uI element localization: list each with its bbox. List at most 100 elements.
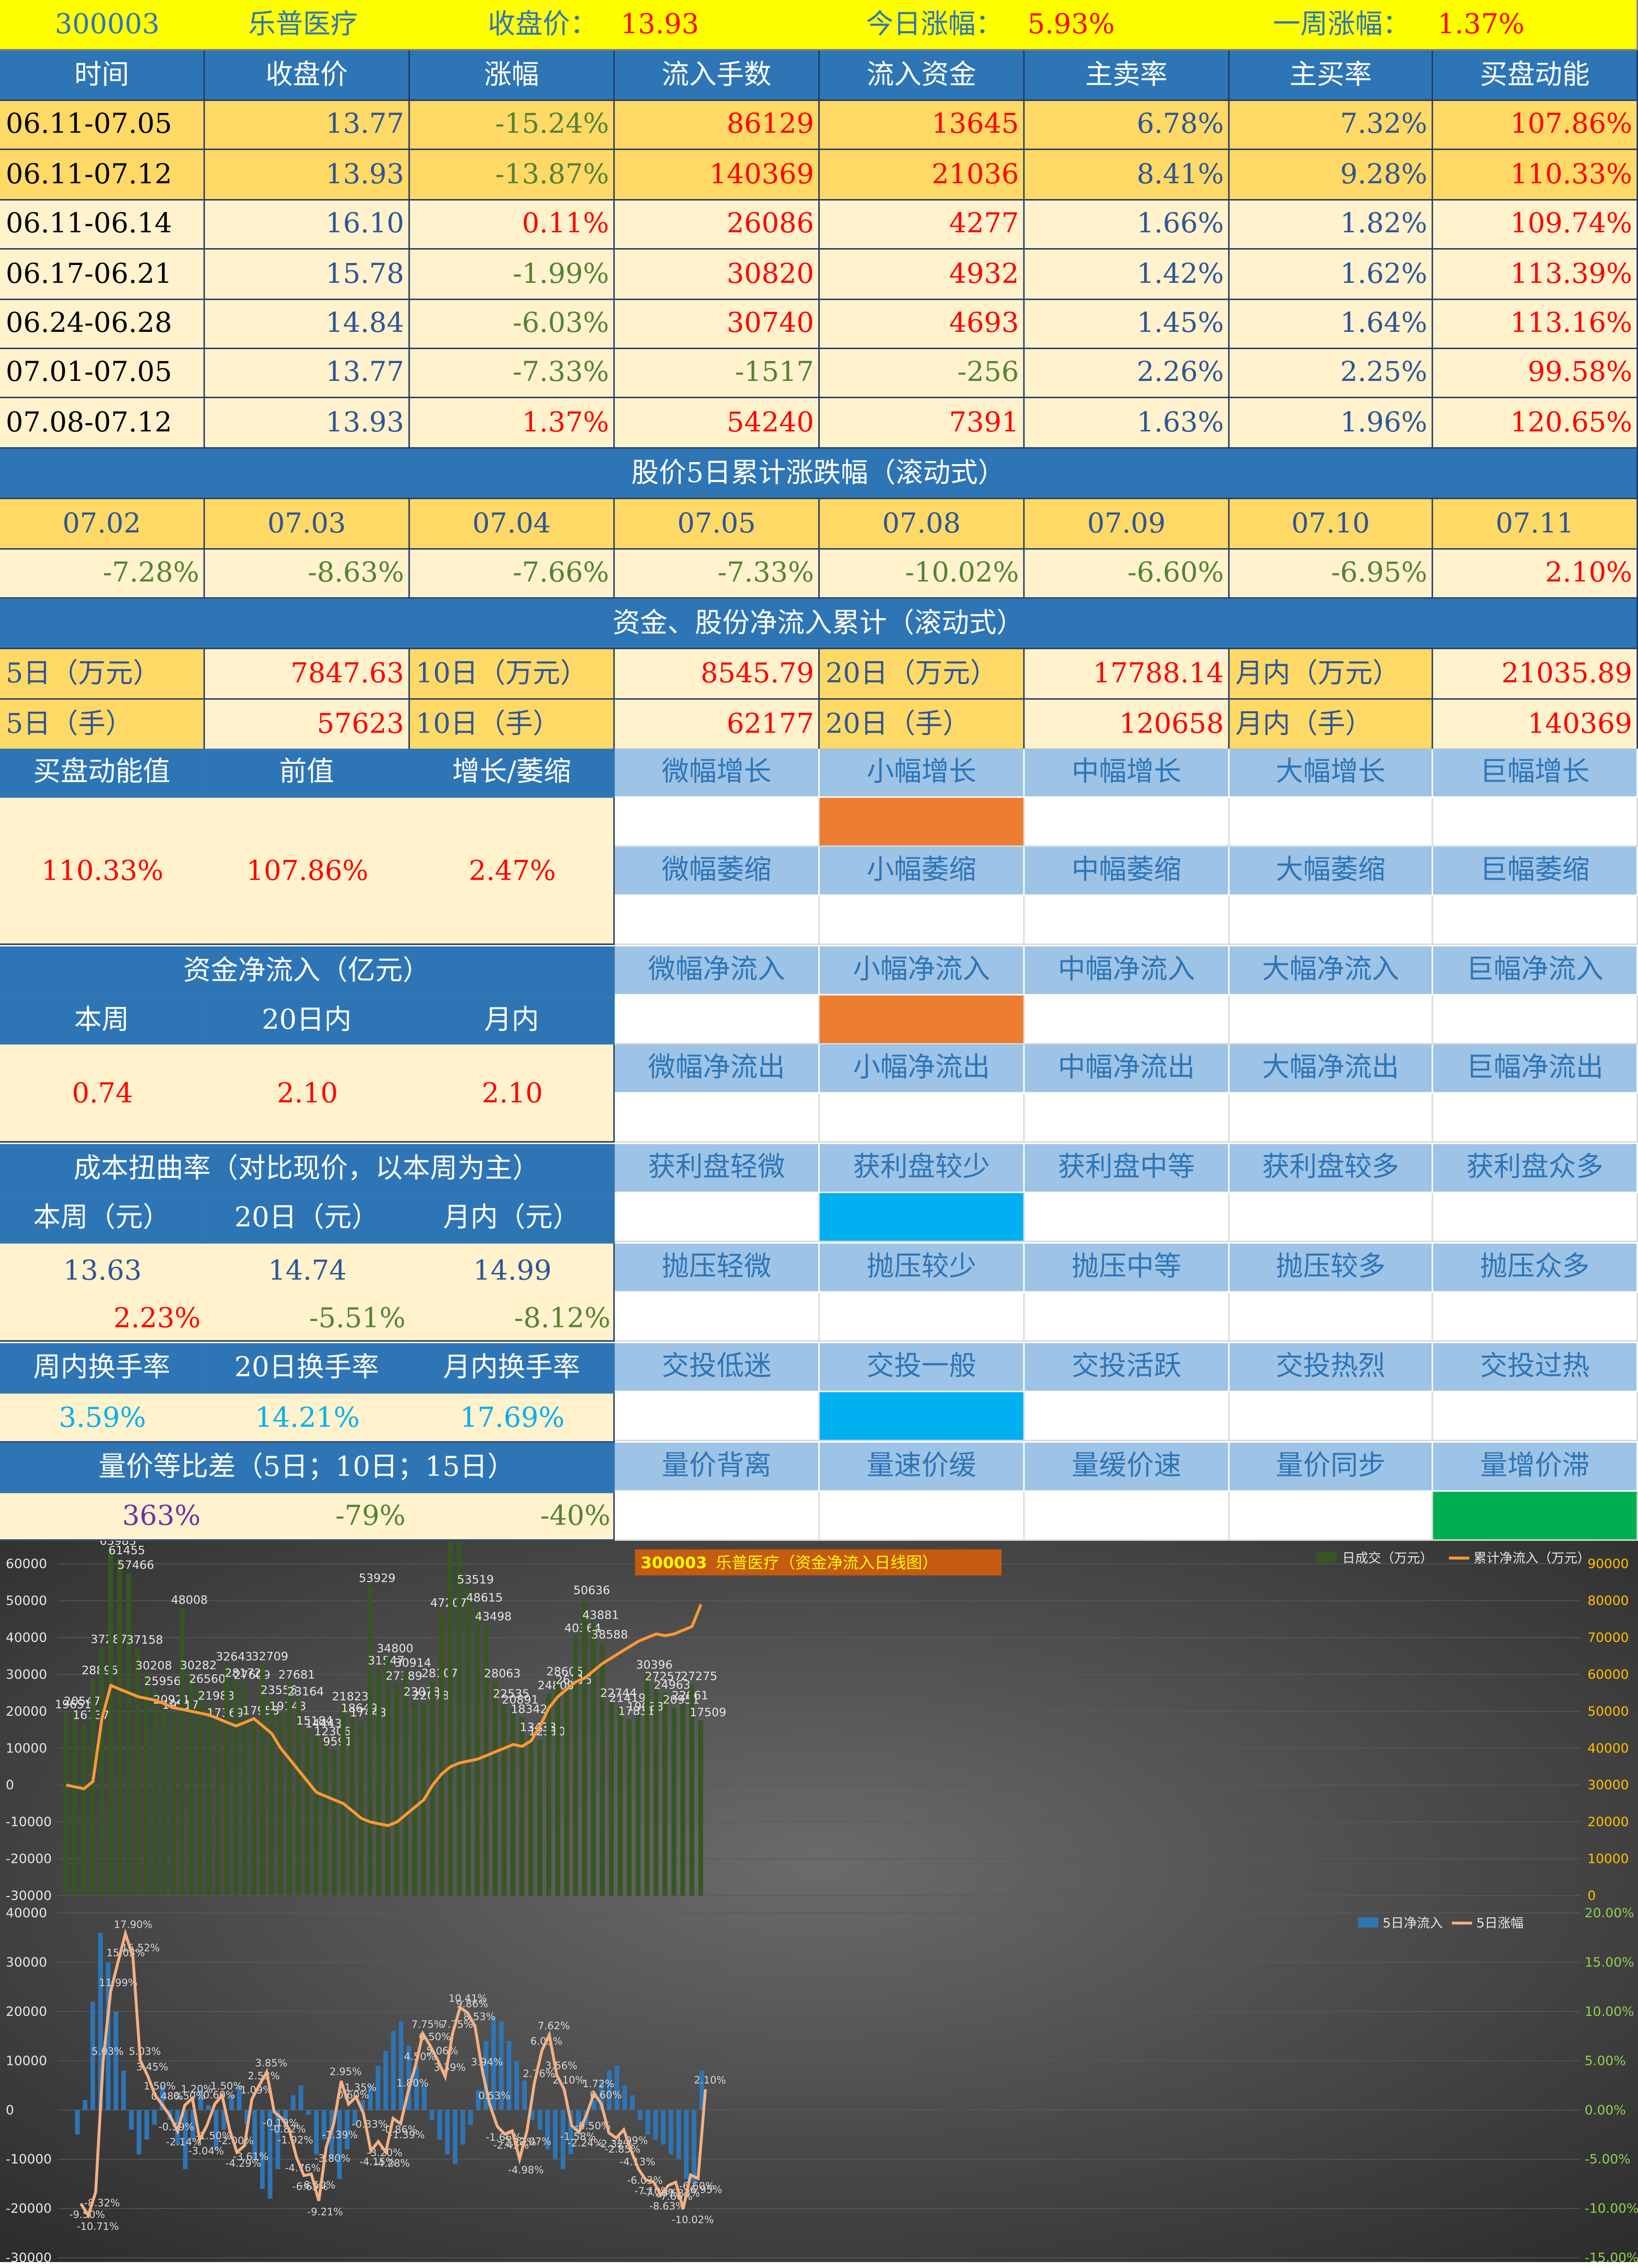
table-cell: 1.66% — [1024, 200, 1230, 250]
volume-bar — [188, 1673, 194, 1896]
volume-bar — [412, 1700, 418, 1896]
netflow-label: 月内（手） — [1229, 699, 1433, 750]
indicator-trade: 交投活跃 — [1024, 1343, 1230, 1392]
row-period: 06.11-06.14 — [0, 200, 205, 250]
cost-rate: -8.12% — [514, 1302, 611, 1334]
netflow-title: 资金、股份净流入累计（滚动式） — [0, 598, 1638, 649]
volume-bar — [305, 1729, 310, 1896]
cost-header: 月内（元） — [410, 1194, 615, 1244]
volume-bar — [117, 1558, 122, 1896]
volume-bar-label: 53519 — [457, 1573, 494, 1586]
pct-point-label: 1.50% — [211, 2080, 243, 2092]
rolling5-title: 股价5日累计涨跌幅（滚动式） — [0, 448, 1638, 499]
netflow5-bar — [83, 2100, 88, 2110]
volume-bar — [340, 1704, 346, 1896]
momentum-header: 增长/萎缩 — [410, 748, 615, 798]
pct-point-label: -3.80% — [315, 2153, 350, 2164]
volume-bar-label: 48008 — [171, 1593, 208, 1607]
indicator-pressure: 抛压轻微 — [615, 1243, 820, 1293]
row-period: 06.17-06.21 — [0, 249, 205, 300]
volume-bar — [555, 1680, 560, 1896]
table-cell: 1.96% — [1229, 398, 1433, 449]
netflow-value: 62177 — [615, 699, 820, 750]
capital-header: 月内 — [410, 997, 615, 1045]
indicator-slot — [1024, 1193, 1230, 1242]
indicator-slot — [1229, 896, 1433, 945]
volume-bar — [627, 1719, 632, 1896]
table-cell: -6.03% — [410, 300, 615, 349]
table-cell: -15.24% — [410, 101, 615, 150]
right-tick-label: 80000 — [1587, 1594, 1629, 1609]
left-tick-label: 30000 — [6, 1955, 47, 1970]
netflow5-bar — [553, 2110, 558, 2160]
close-value: 13.93 — [620, 8, 699, 40]
netflow5-bar — [129, 2110, 134, 2130]
table-cell: 140369 — [615, 150, 820, 201]
pct-point-label: 11.99% — [99, 1977, 138, 1989]
table-cell: 0.11% — [410, 200, 615, 250]
row-period: 06.24-06.28 — [0, 300, 205, 349]
indicator-slot — [615, 1093, 820, 1143]
pct-point-label: -2.12% — [501, 2136, 536, 2148]
rolling5-value: -6.95% — [1229, 549, 1433, 599]
indicator-slot — [819, 1093, 1025, 1143]
indicator-pressure: 抛压中等 — [1024, 1243, 1230, 1293]
right-tick-label: -10.00% — [1585, 2202, 1638, 2216]
volume-bar — [278, 1714, 283, 1896]
volume-bar-label: 22535 — [493, 1688, 529, 1701]
netflow5-bar — [691, 2110, 696, 2184]
chart1-title-text: 乐普医疗（资金净流入日线图） — [716, 1553, 938, 1572]
netflow-value: 140369 — [1433, 699, 1638, 750]
rolling5-value: -7.28% — [0, 549, 205, 599]
volume-bar — [475, 1606, 480, 1896]
volume-bar — [161, 1708, 167, 1896]
indicator-profit: 获利盘轻微 — [615, 1144, 820, 1193]
table-cell: 13.77 — [205, 101, 410, 150]
volume-bar — [108, 1549, 113, 1896]
cost-rate: 2.23% — [113, 1302, 201, 1334]
indicator-pressure: 抛压较少 — [819, 1243, 1025, 1293]
momentum-body — [0, 797, 615, 945]
table-cell: 9.28% — [1229, 150, 1433, 201]
volume-bar — [144, 1674, 149, 1896]
left-tick-label: 40000 — [6, 1906, 47, 1921]
table-cell: -13.87% — [410, 150, 615, 201]
netflow5-bar — [260, 2110, 265, 2189]
volume-bar — [546, 1693, 551, 1896]
table-cell: 30820 — [615, 249, 820, 300]
netflow5-bar — [360, 2100, 365, 2110]
capital-title: 资金净流入（亿元） — [0, 946, 615, 997]
indicator-slot — [615, 797, 820, 847]
netflow-label: 20日（手） — [819, 699, 1025, 750]
netflow5-bar — [529, 2110, 535, 2120]
left-tick-label: 0 — [6, 2103, 14, 2118]
netflow-value: 57623 — [205, 699, 410, 750]
volume-bar — [403, 1671, 408, 1896]
volume-bar — [179, 1608, 185, 1896]
netflow5-bar — [368, 2085, 373, 2110]
right-tick-label: 0 — [1587, 1889, 1596, 1903]
ratio-value: 363% — [122, 1500, 201, 1532]
charts-area: 60000 50000 40000 30000 20000 10000 0 -10000 -20… — [0, 1481, 1638, 2266]
pct-point-label: -4.15% — [359, 2156, 395, 2168]
volume-bar — [251, 1719, 257, 1896]
table-cell: 86129 — [615, 101, 820, 150]
netflow5-bar — [329, 2110, 334, 2160]
netflow-label: 10日（手） — [410, 699, 615, 750]
volume-bar — [573, 1636, 578, 1896]
indicator-slot — [1433, 896, 1638, 945]
indicator-inflow: 巨幅净流入 — [1433, 946, 1638, 996]
netflow5-bar — [437, 2110, 442, 2140]
netflow5-bar — [75, 2110, 80, 2135]
table-cell: 1.45% — [1024, 300, 1230, 349]
right-tick-label: 10000 — [1587, 1852, 1629, 1867]
table-cell: 99.58% — [1433, 349, 1638, 398]
indicator-slot — [615, 1292, 820, 1342]
pct-point-label: 2.10% — [694, 2074, 726, 2086]
volume-bar-label: 15184 — [296, 1714, 333, 1728]
volume-bar — [644, 1673, 650, 1896]
table-cell: -256 — [819, 349, 1025, 398]
legend-swatch — [1358, 1917, 1378, 1928]
indicator-outflow: 微幅净流出 — [615, 1044, 820, 1094]
